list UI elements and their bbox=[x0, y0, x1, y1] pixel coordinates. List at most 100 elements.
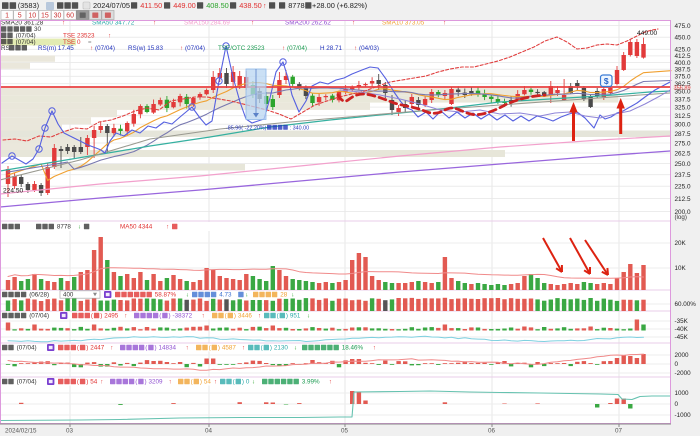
svg-text:8778: 8778 bbox=[57, 224, 72, 231]
svg-text:312.5: 312.5 bbox=[675, 113, 691, 120]
svg-text:): ) bbox=[86, 345, 88, 352]
svg-text:411.50: 411.50 bbox=[140, 1, 162, 10]
svg-text:0: 0 bbox=[675, 401, 679, 408]
svg-text:8778: 8778 bbox=[288, 1, 304, 10]
svg-text:14834: 14834 bbox=[159, 345, 177, 352]
svg-text:225.0: 225.0 bbox=[675, 184, 691, 191]
svg-text:3209: 3209 bbox=[149, 379, 164, 386]
svg-text:262.5: 262.5 bbox=[675, 150, 691, 157]
svg-text:60.00%: 60.00% bbox=[675, 301, 697, 308]
svg-text:408.50: 408.50 bbox=[206, 1, 229, 10]
svg-text:+28.00 (+6.82%): +28.00 (+6.82%) bbox=[312, 1, 367, 10]
svg-text:↑: ↑ bbox=[282, 46, 285, 52]
svg-text:4.73: 4.73 bbox=[219, 292, 232, 299]
svg-text:(07/04): (07/04) bbox=[95, 45, 115, 52]
svg-text:325.0: 325.0 bbox=[675, 104, 691, 111]
svg-text:↑: ↑ bbox=[251, 20, 254, 26]
svg-text:↑: ↑ bbox=[166, 225, 169, 231]
svg-text:↑: ↑ bbox=[110, 346, 113, 352]
svg-text:↓: ↓ bbox=[291, 293, 294, 299]
svg-text:↑: ↑ bbox=[354, 46, 357, 52]
svg-text:): ) bbox=[100, 313, 102, 320]
svg-text:(07/04): (07/04) bbox=[287, 45, 307, 52]
svg-text:↓: ↓ bbox=[294, 346, 297, 352]
svg-text:↑: ↑ bbox=[242, 346, 245, 352]
svg-text:↓: ↓ bbox=[252, 380, 255, 386]
svg-text:18.46%: 18.46% bbox=[342, 345, 364, 352]
svg-text:54: 54 bbox=[204, 379, 212, 386]
svg-text:↑: ↑ bbox=[443, 20, 446, 26]
svg-text:58.87%: 58.87% bbox=[155, 292, 177, 299]
svg-text:↑: ↑ bbox=[186, 346, 189, 352]
svg-text:15: 15 bbox=[41, 13, 49, 20]
svg-text:): ) bbox=[145, 379, 147, 386]
svg-text:(07/04): (07/04) bbox=[185, 45, 205, 52]
svg-text:54: 54 bbox=[90, 379, 98, 386]
svg-text:1000: 1000 bbox=[675, 390, 690, 397]
svg-text:): ) bbox=[234, 313, 236, 320]
svg-text:-85.96( -22.20%): -85.96( -22.20%) bbox=[226, 126, 267, 132]
svg-text:438.50: 438.50 bbox=[239, 1, 262, 10]
svg-text:↑: ↑ bbox=[373, 346, 376, 352]
svg-text:↑: ↑ bbox=[202, 314, 205, 320]
svg-text:TSE/OTC 23523: TSE/OTC 23523 bbox=[218, 45, 265, 52]
svg-text:↑: ↑ bbox=[263, 3, 267, 10]
svg-text:$: $ bbox=[604, 76, 609, 86]
svg-text:2024/02/15: 2024/02/15 bbox=[5, 428, 37, 435]
svg-text:07: 07 bbox=[615, 428, 623, 435]
svg-text:375.0: 375.0 bbox=[675, 74, 691, 81]
svg-text:RS: RS bbox=[1, 45, 10, 52]
svg-text:2495: 2495 bbox=[104, 313, 119, 320]
svg-text:↑: ↑ bbox=[108, 34, 111, 40]
svg-text:356.89: 356.89 bbox=[674, 85, 691, 91]
svg-text:475.0: 475.0 bbox=[675, 23, 691, 30]
svg-text:↑: ↑ bbox=[169, 380, 172, 386]
svg-text:↑: ↑ bbox=[258, 314, 261, 320]
svg-text:1: 1 bbox=[5, 13, 9, 20]
svg-text:2130: 2130 bbox=[274, 345, 289, 352]
svg-text:10: 10 bbox=[28, 13, 36, 20]
svg-text:60: 60 bbox=[66, 13, 74, 20]
svg-text:3446: 3446 bbox=[238, 313, 253, 320]
svg-text:): ) bbox=[169, 313, 171, 320]
svg-text:212.5: 212.5 bbox=[675, 196, 691, 203]
svg-text:387.5: 387.5 bbox=[675, 67, 691, 74]
svg-text:337.5: 337.5 bbox=[675, 96, 691, 103]
svg-text:(06/28): (06/28) bbox=[29, 292, 49, 299]
svg-text:2024/07/05: 2024/07/05 bbox=[93, 1, 130, 10]
svg-text:951: 951 bbox=[290, 313, 301, 320]
svg-text:↑: ↑ bbox=[124, 314, 127, 320]
svg-text:5: 5 bbox=[18, 13, 22, 20]
svg-text:↑: ↑ bbox=[153, 20, 156, 26]
svg-text:(07/04): (07/04) bbox=[29, 313, 49, 320]
svg-text:-1000: -1000 bbox=[675, 412, 692, 419]
svg-text:↑: ↑ bbox=[214, 380, 217, 386]
svg-text:): ) bbox=[270, 345, 272, 352]
svg-text:250.0: 250.0 bbox=[675, 161, 691, 168]
svg-text:(07/04): (07/04) bbox=[16, 39, 36, 46]
svg-text:04: 04 bbox=[205, 428, 213, 435]
svg-text:449.00: 449.00 bbox=[173, 1, 196, 10]
svg-text:2000: 2000 bbox=[675, 352, 690, 359]
svg-text:↑: ↑ bbox=[180, 46, 183, 52]
svg-text:): ) bbox=[155, 345, 157, 352]
svg-text:(3583): (3583) bbox=[18, 1, 39, 10]
svg-text:(log): (log) bbox=[675, 214, 687, 221]
svg-text:(07/04): (07/04) bbox=[17, 345, 37, 352]
svg-text:-38372: -38372 bbox=[173, 313, 193, 320]
svg-text:-35K: -35K bbox=[675, 318, 689, 325]
svg-text:): ) bbox=[86, 379, 88, 386]
svg-text:449.00: 449.00 bbox=[637, 30, 658, 37]
svg-text:2447: 2447 bbox=[90, 345, 105, 352]
svg-text:↑: ↑ bbox=[90, 46, 93, 52]
svg-text:0: 0 bbox=[246, 379, 250, 386]
svg-text:↓: ↓ bbox=[186, 293, 189, 299]
svg-text:20K: 20K bbox=[675, 240, 687, 247]
svg-text:H 28.71: H 28.71 bbox=[320, 45, 343, 52]
svg-text:400: 400 bbox=[63, 292, 74, 299]
svg-text:: 340.00: : 340.00 bbox=[290, 126, 309, 132]
svg-text:↑: ↑ bbox=[100, 380, 103, 386]
svg-text:): ) bbox=[218, 345, 220, 352]
svg-text:03: 03 bbox=[66, 428, 74, 435]
svg-text:-40K: -40K bbox=[675, 326, 689, 333]
